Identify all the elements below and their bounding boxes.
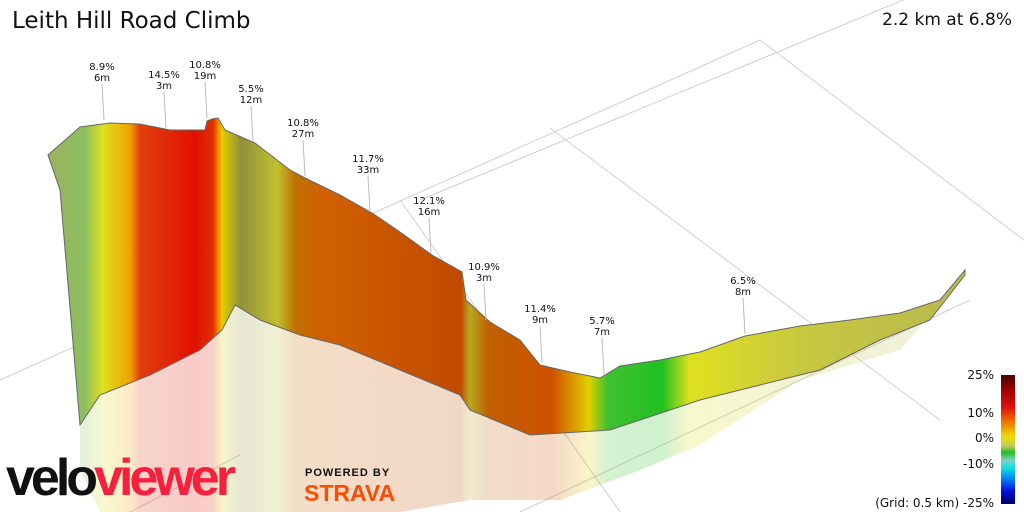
annotation-gradient: 8.9% <box>89 62 114 73</box>
annotation-gradient: 5.5% <box>238 84 263 95</box>
annotation-length: 7m <box>594 327 610 338</box>
annotation-length: 3m <box>476 273 492 284</box>
annotation-leader-line <box>204 81 208 119</box>
gradient-annotation: 5.7%7m <box>589 316 615 375</box>
annotation-length: 16m <box>418 207 440 218</box>
annotation-gradient: 10.9% <box>468 262 500 273</box>
annotation-length: 3m <box>156 81 172 92</box>
gradient-color-scale <box>1001 375 1015 504</box>
annotation-length: 8m <box>735 287 751 298</box>
legend-label-25: 25% <box>967 368 994 382</box>
legend-label-0: 0% <box>974 431 994 445</box>
annotation-gradient: 14.5% <box>148 70 180 81</box>
annotation-leader-line <box>601 337 605 375</box>
gradient-annotation: 11.7%33m <box>352 154 384 213</box>
veloviewer-logo: veloviewer <box>6 449 236 507</box>
annotation-length: 6m <box>94 73 110 84</box>
annotation-leader-line <box>367 175 371 213</box>
strava-logo: STRAVA <box>304 480 396 506</box>
annotation-leader-line <box>742 297 746 335</box>
gradient-annotation: 6.5%8m <box>730 276 756 335</box>
gradient-annotation: 12.1%16m <box>413 196 445 255</box>
gradient-annotation: 10.8%27m <box>287 118 319 177</box>
annotation-length: 19m <box>194 71 216 82</box>
annotation-length: 27m <box>292 129 314 140</box>
profile-front-face <box>47 117 966 436</box>
page-title: Leith Hill Road Climb <box>12 8 251 34</box>
gradient-annotation: 14.5%3m <box>148 70 180 129</box>
gradient-annotation: 11.4%9m <box>524 304 556 363</box>
annotation-gradient: 12.1% <box>413 196 445 207</box>
gradient-annotation: 10.8%19m <box>189 60 221 119</box>
gradient-annotation: 10.9%3m <box>468 262 500 321</box>
legend-label-neg25: -25% <box>962 496 994 510</box>
annotation-leader-line <box>428 217 432 255</box>
annotation-leader-line <box>539 325 543 363</box>
climb-summary: 2.2 km at 6.8% <box>882 10 1012 30</box>
legend-label-10: 10% <box>967 406 994 420</box>
annotation-leader-line <box>483 283 487 321</box>
annotation-leader-line <box>163 91 167 129</box>
annotation-length: 33m <box>357 165 379 176</box>
annotation-length: 12m <box>240 95 262 106</box>
annotation-leader-line <box>302 139 306 177</box>
gradient-annotation: 5.5%12m <box>238 84 264 143</box>
annotation-leader-line <box>101 83 105 121</box>
profile-shadow <box>80 275 965 512</box>
annotation-gradient: 10.8% <box>287 118 319 129</box>
annotation-gradient: 11.4% <box>524 304 556 315</box>
annotation-leader-line <box>250 105 254 143</box>
annotation-gradient: 6.5% <box>730 276 755 287</box>
annotation-gradient: 10.8% <box>189 60 221 71</box>
legend-label-neg25-row: (Grid: 0.5 km) -25% <box>875 496 994 510</box>
annotation-length: 9m <box>532 315 548 326</box>
powered-by-label: POWERED BY <box>305 467 391 479</box>
annotation-gradient: 11.7% <box>352 154 384 165</box>
legend-label-neg10: -10% <box>962 457 994 471</box>
gradient-annotation: 8.9%6m <box>89 62 115 121</box>
grid-note: (Grid: 0.5 km) <box>875 496 960 510</box>
annotation-gradient: 5.7% <box>589 316 614 327</box>
